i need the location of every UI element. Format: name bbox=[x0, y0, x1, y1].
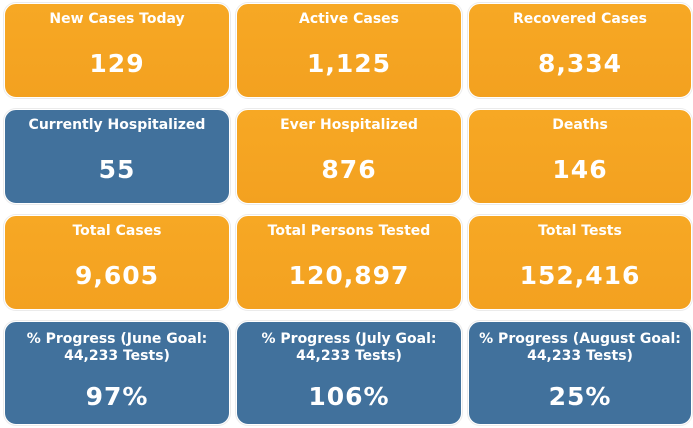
card-label: Currently Hospitalized bbox=[28, 117, 206, 133]
card-label: Total Tests bbox=[538, 223, 622, 239]
card-label: Recovered Cases bbox=[513, 11, 647, 27]
card-label: % Progress (August Goal: 44,233 Tests) bbox=[479, 331, 681, 364]
card-value: 146 bbox=[552, 155, 608, 184]
currently-hospitalized-card: Currently Hospitalized 55 bbox=[4, 109, 230, 204]
progress-august-card: % Progress (August Goal: 44,233 Tests) 2… bbox=[468, 321, 692, 425]
stats-dashboard: New Cases Today 129 Active Cases 1,125 R… bbox=[4, 3, 692, 425]
card-label: % Progress (July Goal: 44,233 Tests) bbox=[261, 331, 437, 364]
progress-july-card: % Progress (July Goal: 44,233 Tests) 106… bbox=[236, 321, 462, 425]
card-label: Active Cases bbox=[298, 11, 399, 27]
card-value: 120,897 bbox=[288, 261, 410, 290]
progress-june-card: % Progress (June Goal: 44,233 Tests) 97% bbox=[4, 321, 230, 425]
new-cases-today-card: New Cases Today 129 bbox=[4, 3, 230, 98]
card-value: 152,416 bbox=[519, 261, 641, 290]
card-label: Total Persons Tested bbox=[267, 223, 431, 239]
active-cases-card: Active Cases 1,125 bbox=[236, 3, 462, 98]
card-value: 55 bbox=[98, 155, 136, 184]
card-value: 97% bbox=[85, 382, 149, 411]
card-value: 106% bbox=[308, 382, 390, 411]
card-value: 1,125 bbox=[306, 49, 392, 78]
card-value: 8,334 bbox=[537, 49, 623, 78]
total-cases-card: Total Cases 9,605 bbox=[4, 215, 230, 310]
card-label: Ever Hospitalized bbox=[280, 117, 418, 133]
total-persons-tested-card: Total Persons Tested 120,897 bbox=[236, 215, 462, 310]
recovered-cases-card: Recovered Cases 8,334 bbox=[468, 3, 692, 98]
deaths-card: Deaths 146 bbox=[468, 109, 692, 204]
ever-hospitalized-card: Ever Hospitalized 876 bbox=[236, 109, 462, 204]
card-value: 876 bbox=[321, 155, 377, 184]
card-value: 129 bbox=[89, 49, 145, 78]
card-label: New Cases Today bbox=[49, 11, 185, 27]
card-value: 25% bbox=[548, 382, 612, 411]
card-value: 9,605 bbox=[74, 261, 160, 290]
card-label: Total Cases bbox=[72, 223, 162, 239]
total-tests-card: Total Tests 152,416 bbox=[468, 215, 692, 310]
card-label: % Progress (June Goal: 44,233 Tests) bbox=[26, 331, 208, 364]
card-label: Deaths bbox=[552, 117, 608, 133]
